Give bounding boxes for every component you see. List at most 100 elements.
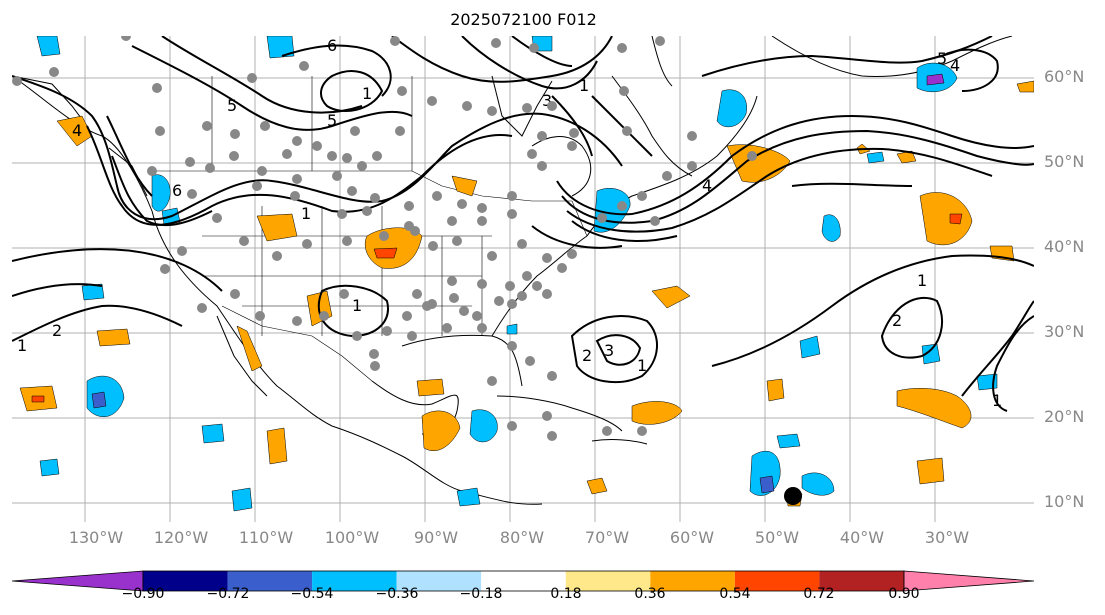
lat-label: 40°N	[1044, 237, 1085, 256]
station-marker	[257, 166, 267, 176]
station-marker	[507, 421, 517, 431]
colorbar-segment	[650, 571, 735, 591]
colorbar-tick-label: 0.90	[888, 586, 920, 602]
lon-label: 40°W	[839, 528, 885, 547]
station-marker	[177, 246, 187, 256]
station-marker	[155, 126, 165, 136]
contour-label: 6	[172, 181, 182, 200]
station-marker	[422, 301, 432, 311]
station-marker	[252, 181, 262, 191]
station-marker	[747, 151, 757, 161]
lon-label: 120°W	[153, 528, 209, 547]
colorbar-segment	[396, 571, 482, 591]
station-marker	[650, 216, 660, 226]
station-marker	[487, 106, 497, 116]
station-marker	[230, 129, 240, 139]
colorbar-tick-label: 0.18	[550, 586, 582, 602]
station-marker	[404, 221, 414, 231]
station-marker	[442, 323, 452, 333]
contour-label: 2	[52, 321, 62, 340]
station-marker	[449, 293, 459, 303]
station-marker	[370, 361, 380, 371]
station-marker	[597, 213, 607, 223]
station-marker	[347, 186, 357, 196]
station-marker	[517, 239, 527, 249]
station-marker	[655, 36, 665, 46]
lat-label: 20°N	[1044, 407, 1085, 426]
station-marker	[205, 163, 215, 173]
station-marker	[395, 126, 405, 136]
station-marker	[547, 371, 557, 381]
station-marker	[342, 153, 352, 163]
shading-positive	[19, 80, 1034, 507]
colorbar-segment	[143, 571, 228, 591]
station-marker	[197, 303, 207, 313]
contour-label: 5	[937, 49, 947, 68]
colorbar-outline	[142, 570, 905, 592]
station-marker	[332, 171, 342, 181]
contour-label: 1	[352, 296, 362, 315]
colorbar-segment	[227, 571, 313, 591]
contour-label: 6	[327, 36, 337, 55]
station-marker	[352, 331, 362, 341]
station-marker	[522, 103, 532, 113]
lon-label: 100°W	[324, 528, 380, 547]
lon-label: 70°W	[584, 528, 630, 547]
colorbar-segment	[565, 571, 651, 591]
station-marker	[49, 67, 59, 77]
station-marker	[452, 236, 462, 246]
map-frame[interactable]: 1 1 1 1 1 1 1 1 2 2 2 3 3 4 4 4 5 5 5 6 …	[12, 36, 1034, 522]
station-marker	[370, 193, 380, 203]
lat-label: 60°N	[1044, 67, 1085, 86]
station-marker	[542, 289, 552, 299]
station-marker	[537, 161, 547, 171]
station-marker	[312, 141, 322, 151]
station-marker	[292, 136, 302, 146]
colorbar-segment	[312, 571, 397, 591]
station-marker	[319, 311, 329, 321]
colorbar-tick-label: −0.18	[459, 586, 503, 602]
highlight-marker	[784, 487, 802, 505]
station-marker	[637, 191, 647, 201]
contour-label: 1	[301, 204, 311, 223]
station-marker	[299, 61, 309, 71]
lat-label: 30°N	[1044, 322, 1085, 341]
lat-label: 10°N	[1044, 492, 1085, 511]
station-marker	[407, 331, 417, 341]
station-marker	[487, 251, 497, 261]
station-marker	[617, 201, 627, 211]
lon-label: 110°W	[238, 528, 294, 547]
contour-label: 4	[72, 121, 82, 140]
station-marker	[532, 281, 542, 291]
station-marker	[617, 43, 627, 53]
station-marker	[337, 209, 347, 219]
contour-label: 3	[542, 91, 552, 110]
colorbar-segment	[819, 571, 904, 591]
lon-label: 50°W	[754, 528, 800, 547]
colorbar-tick-label: −0.90	[121, 586, 165, 602]
colorbar-max-extension	[903, 570, 1035, 592]
station-marker	[152, 83, 162, 93]
station-marker	[477, 203, 487, 213]
lon-label: 90°W	[413, 528, 459, 547]
station-marker	[428, 241, 438, 251]
colorbar-segment	[734, 571, 820, 591]
station-marker	[397, 86, 407, 96]
contour-label: 4	[702, 176, 712, 195]
station-marker	[382, 326, 392, 336]
station-marker	[229, 151, 239, 161]
colorbar-tick-label: 0.72	[803, 586, 835, 602]
contour-label: 1	[362, 84, 372, 103]
station-marker	[527, 149, 537, 159]
contour-label: 2	[582, 346, 592, 365]
station-marker	[459, 306, 469, 316]
station-marker	[529, 43, 539, 53]
station-marker	[542, 411, 552, 421]
contour-label: 1	[17, 336, 27, 355]
station-marker	[247, 73, 257, 83]
station-marker	[507, 209, 517, 219]
contour-label: 1	[579, 76, 589, 95]
station-marker	[517, 291, 527, 301]
station-marker	[447, 276, 457, 286]
station-marker	[290, 191, 300, 201]
